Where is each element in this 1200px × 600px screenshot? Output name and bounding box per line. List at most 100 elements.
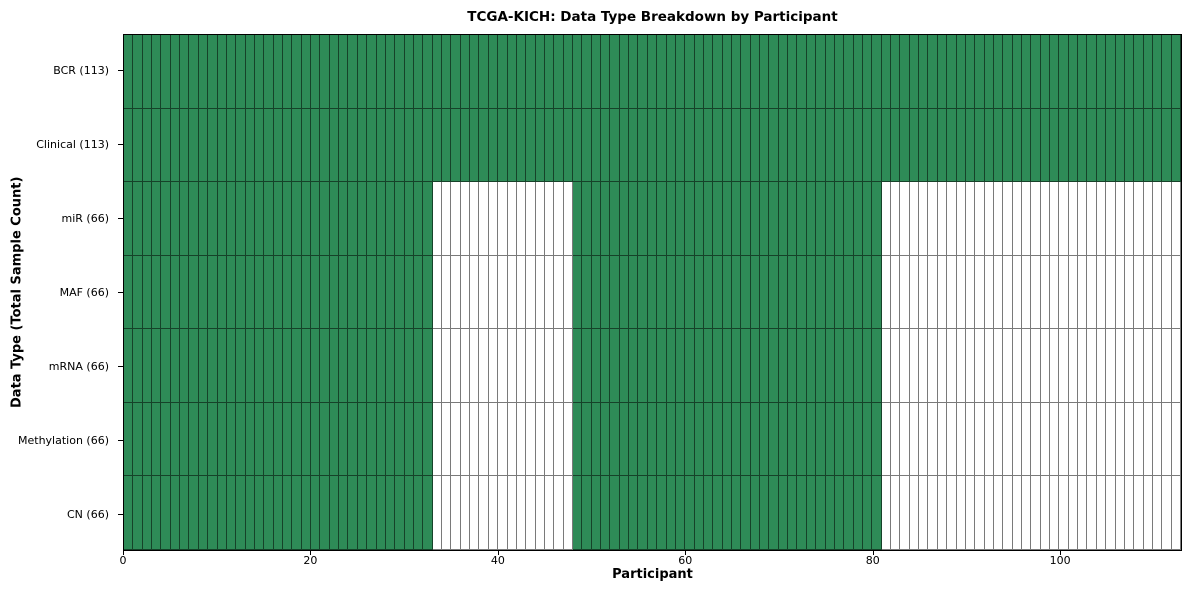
heatmap-cell-present [872,182,882,256]
heatmap-cell-absent [965,255,976,330]
heatmap-cell-present [657,108,667,183]
heatmap-cell-present [395,255,405,330]
heatmap-cell-absent [947,329,957,403]
heatmap-cell-present [834,182,845,256]
heatmap-cell-present [376,402,386,477]
heatmap-cell-absent [937,329,948,403]
heatmap-cell-present [339,402,349,477]
heatmap-cell-present [825,476,835,550]
x-tick-mark [872,551,874,555]
heatmap-cell-present [769,329,779,403]
heatmap-cell-absent [900,402,910,477]
heatmap-cell-present [245,182,255,256]
heatmap-cell-present [357,402,368,477]
heatmap-cell-absent [451,329,461,403]
heatmap-cell-present [778,108,789,183]
heatmap-cell-present [853,182,863,256]
heatmap-cell-absent [442,255,452,330]
heatmap-cell-present [1040,108,1051,183]
heatmap-cell-present [694,255,704,330]
heatmap-cell-present [582,182,592,256]
heatmap-cell-present [1059,35,1069,109]
heatmap-cell-present [236,402,246,477]
heatmap-cell-absent [1106,402,1116,477]
heatmap-cell-present [619,35,630,109]
heatmap-cell-present [152,108,162,183]
heatmap-cell-present [741,255,751,330]
heatmap-cell-present [348,35,358,109]
heatmap-cell-absent [1040,255,1051,330]
heatmap-cell-present [797,35,807,109]
heatmap-cell-present [217,255,227,330]
heatmap-cell-absent [956,402,966,477]
heatmap-cell-absent [1134,182,1144,256]
heatmap-cell-present [404,255,414,330]
heatmap-cell-present [460,108,471,183]
heatmap-cell-present [601,35,611,109]
heatmap-cell-present [236,108,246,183]
heatmap-cell-present [432,108,443,183]
heatmap-cell-present [1124,35,1135,109]
heatmap-cell-present [703,35,714,109]
heatmap-cell-present [937,35,948,109]
heatmap-cell-present [675,108,686,183]
heatmap-cell-absent [1152,402,1163,477]
heatmap-cell-absent [891,476,901,550]
heatmap-cell-present [329,402,340,477]
heatmap-cell-present [498,35,508,109]
heatmap-cell-present [647,108,658,183]
heatmap-cell-absent [928,182,938,256]
heatmap-cell-absent [1068,182,1079,256]
heatmap-cell-present [657,182,667,256]
heatmap-cell-present [825,329,835,403]
heatmap-cell-present [357,108,368,183]
heatmap-cell-absent [909,255,920,330]
heatmap-cell-present [1162,108,1172,183]
heatmap-cell-present [170,108,181,183]
heatmap-cell-present [133,182,143,256]
heatmap-cell-present [245,108,255,183]
heatmap-cell-present [283,402,293,477]
heatmap-cell-absent [1012,255,1022,330]
heatmap-cell-present [273,255,284,330]
heatmap-cell-present [713,329,723,403]
heatmap-cell-present [947,35,957,109]
heatmap-cell-present [488,35,499,109]
heatmap-cell-present [423,476,433,550]
heatmap-cell-present [236,182,246,256]
heatmap-cell-present [516,108,527,183]
heatmap-cell-absent [1003,182,1013,256]
heatmap-cell-present [395,476,405,550]
heatmap-cell-absent [526,182,536,256]
heatmap-cell-absent [965,476,976,550]
heatmap-cell-present [685,402,695,477]
heatmap-cell-absent [507,329,517,403]
x-tick-label: 20 [303,554,318,567]
heatmap-cell-present [769,35,779,109]
heatmap-cell-present [292,476,302,550]
heatmap-cell-present [236,329,246,403]
heatmap-cell-present [301,108,312,183]
heatmap-cell-absent [1152,476,1163,550]
heatmap-cell-present [198,35,209,109]
heatmap-cell-present [853,108,863,183]
x-axis-label: Participant [612,567,693,582]
heatmap-cell-present [563,108,573,183]
heatmap-cell-absent [1171,255,1181,330]
heatmap-cell-present [152,182,162,256]
heatmap-cell-present [1050,35,1060,109]
heatmap-cell-present [413,182,424,256]
heatmap-cell-present [498,108,508,183]
heatmap-cell-present [357,255,368,330]
heatmap-cell-present [666,35,676,109]
heatmap-cell-present [357,476,368,550]
heatmap-cell-absent [1152,182,1163,256]
heatmap-cell-present [273,476,284,550]
heatmap-cell-absent [1059,476,1069,550]
heatmap-cell-present [769,108,779,183]
heatmap-cell-present [442,35,452,109]
heatmap-cell-present [292,35,302,109]
heatmap-cell-present [984,108,994,183]
heatmap-cell-present [610,476,620,550]
heatmap-cell-present [816,108,826,183]
